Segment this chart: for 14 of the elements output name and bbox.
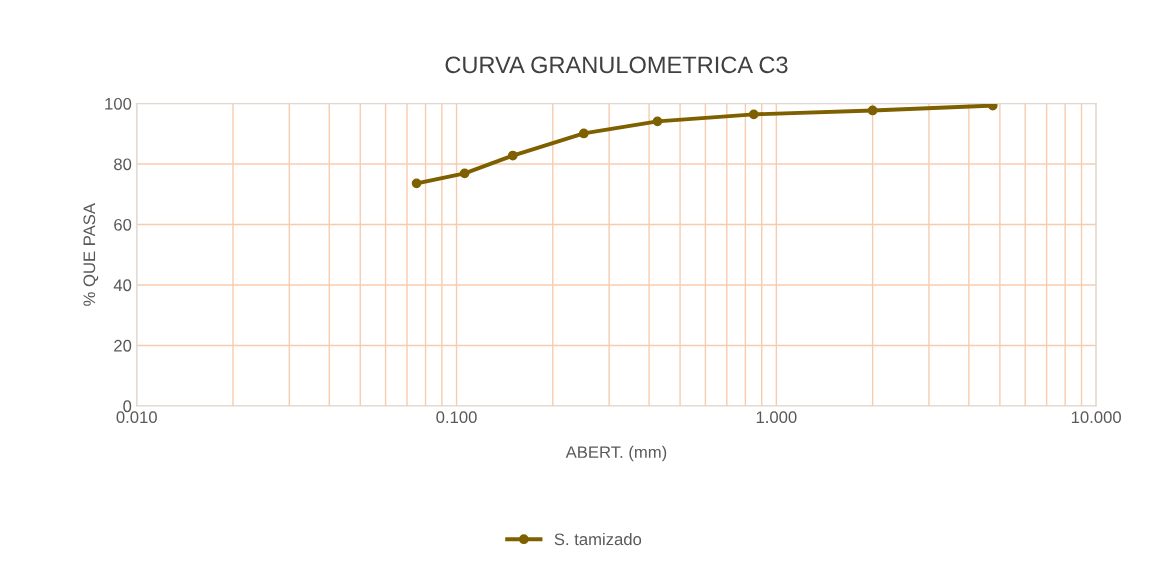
chart-title: CURVA GRANULOMETRICA C3	[445, 56, 788, 74]
x-tick-label: 10.000	[1071, 411, 1121, 424]
y-tick-label: 100	[105, 97, 132, 110]
x-tick-label: 0.010	[116, 411, 157, 424]
x-tick-label: 1.000	[756, 411, 797, 424]
x-tick-label: 0.100	[436, 411, 477, 424]
y-axis-title: % QUE PASA	[83, 203, 99, 306]
y-tick-label: 80	[114, 158, 132, 171]
legend-label: S. tamizado	[554, 532, 642, 546]
y-tick-label: 20	[114, 339, 132, 352]
y-tick-label: 40	[113, 279, 132, 292]
x-axis-title: ABERT. (mm)	[565, 445, 667, 462]
y-tick-label: 60	[114, 218, 132, 231]
y-tick-label: 0	[123, 400, 132, 413]
